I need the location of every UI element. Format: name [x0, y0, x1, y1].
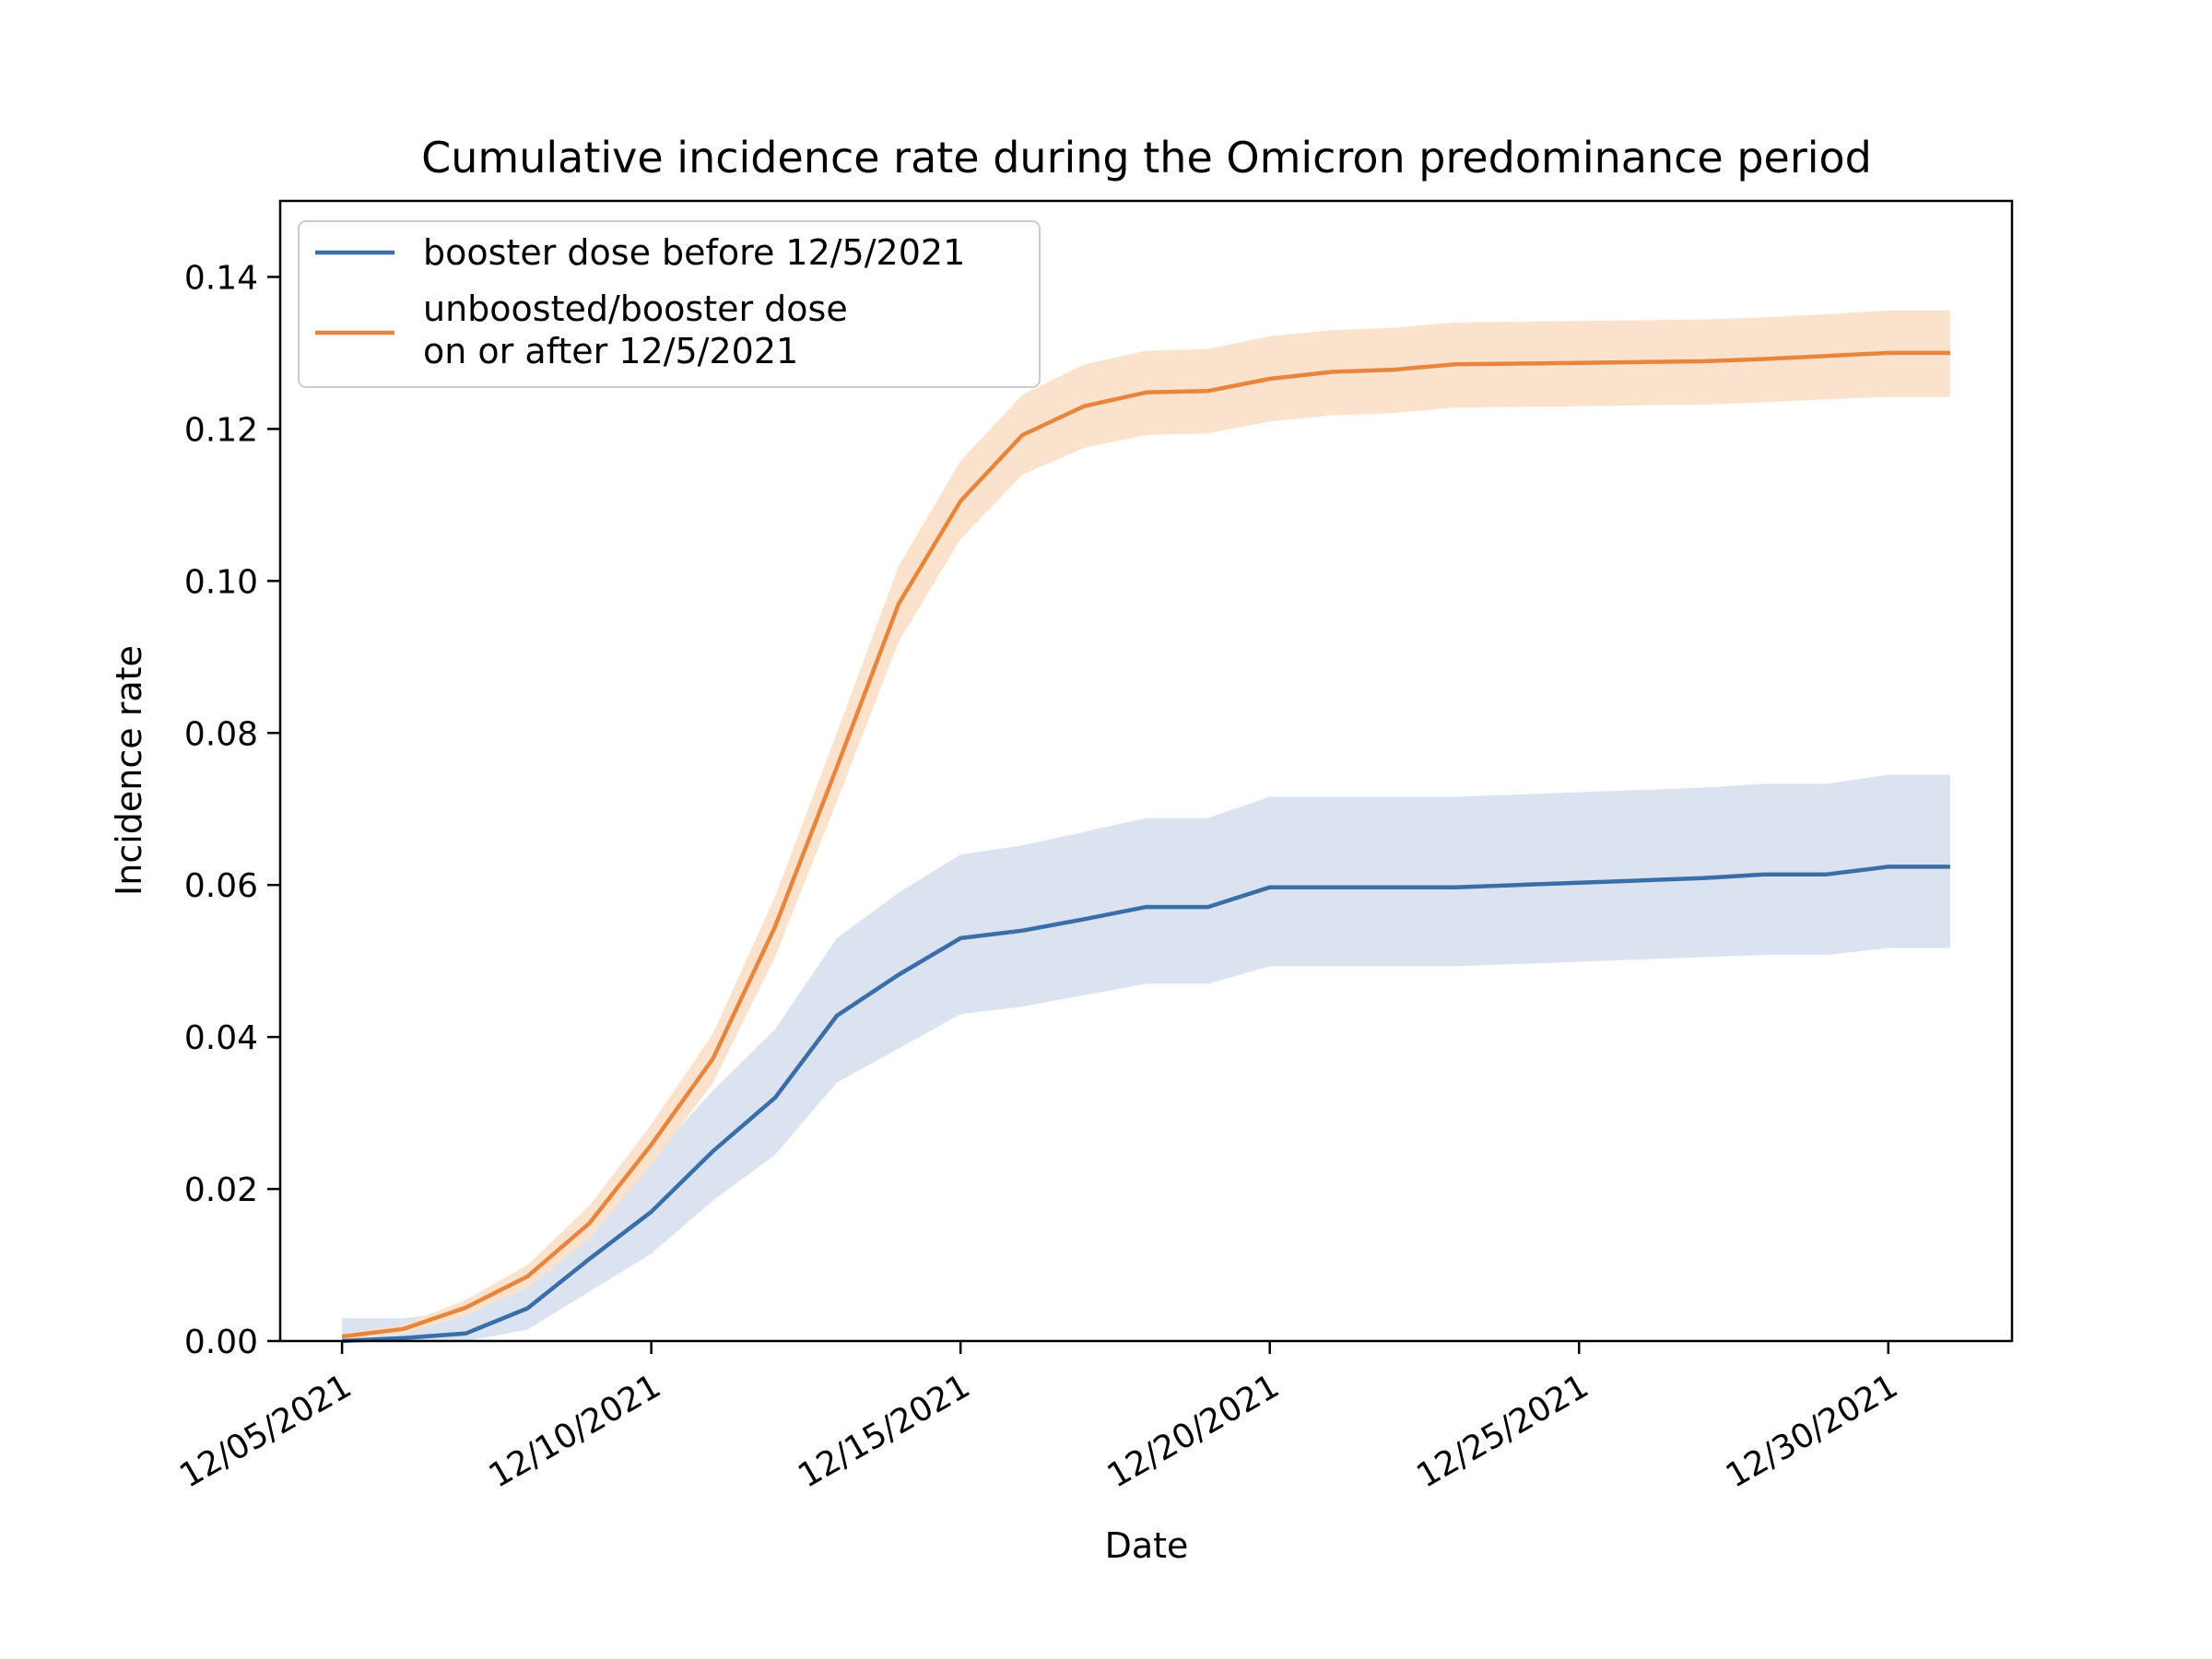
y-tick-label: 0.08: [184, 715, 258, 753]
y-tick-label: 0.12: [184, 411, 258, 449]
y-axis-label: Incidence rate: [109, 645, 149, 896]
legend-label-line: on or after 12/5/2021: [423, 331, 798, 371]
y-tick-label: 0.04: [184, 1019, 258, 1057]
x-axis-label: Date: [1105, 1525, 1189, 1566]
y-tick-label: 0.00: [184, 1324, 258, 1361]
y-tick-label: 0.06: [184, 867, 258, 905]
y-tick-label: 0.14: [184, 259, 258, 297]
legend-frame: [298, 220, 1041, 388]
y-tick-label: 0.02: [184, 1171, 258, 1209]
series-line-0: [341, 865, 1950, 1344]
series-line-1: [341, 350, 1950, 1339]
chart-title: Cumulative incidence rate during the Omi…: [421, 133, 1872, 182]
series-lines: [341, 350, 1950, 1344]
legend: booster dose before 12/5/2021 unboosted/…: [298, 220, 1041, 388]
legend-label-unboosted: unboosted/booster dose on or after 12/5/2…: [423, 288, 848, 371]
plot-area: [278, 199, 2014, 1344]
y-axis: 0.00 0.02 0.04 0.06 0.08 0.10 0.12 0.14: [184, 259, 280, 1361]
axes-frame: [278, 199, 2014, 1343]
legend-label-booster: booster dose before 12/5/2021: [423, 232, 965, 273]
legend-label-line: unboosted/booster dose: [423, 288, 848, 329]
confidence-band-0: [342, 774, 1950, 1341]
confidence-bands: [342, 310, 1950, 1341]
y-tick-label: 0.10: [184, 563, 258, 601]
